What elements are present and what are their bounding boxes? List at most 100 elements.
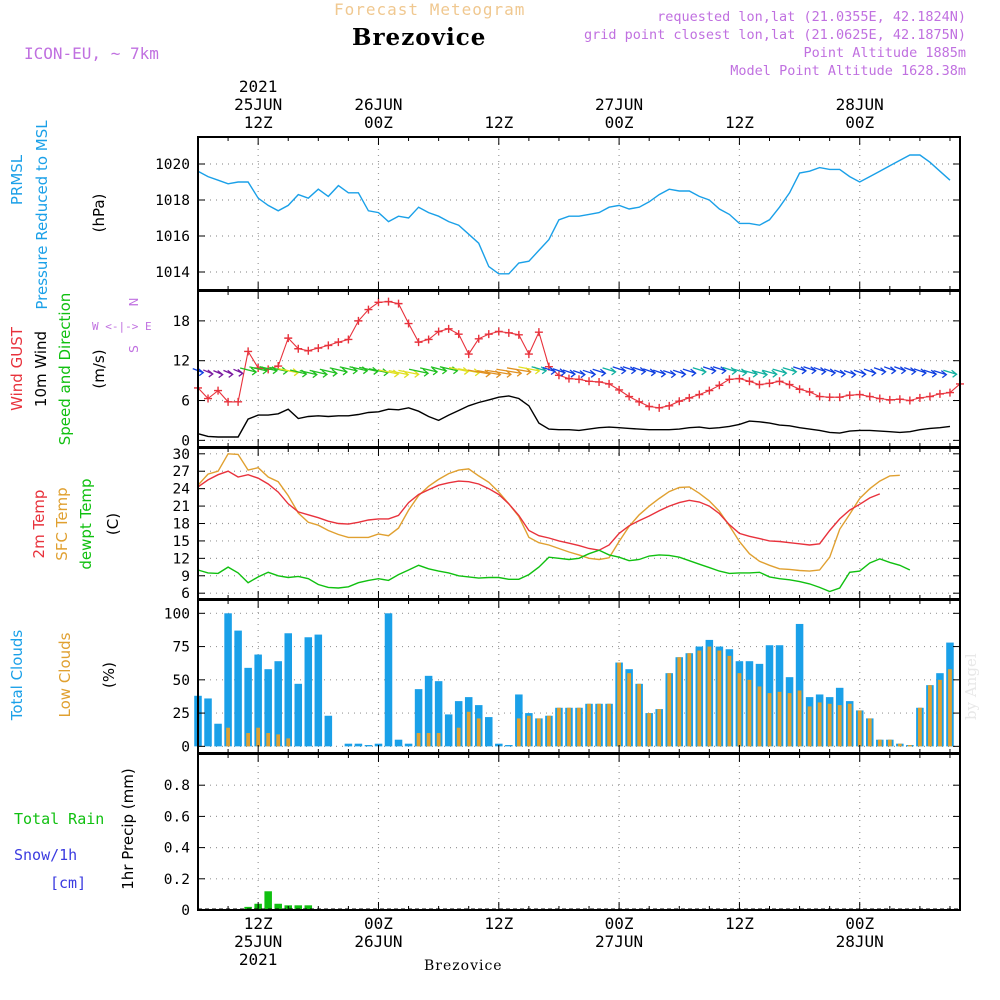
y-tick-label: 0 [181,903,190,919]
low-cloud-bar [516,718,521,747]
wind-gust-marker [564,374,573,383]
low-cloud-bar [246,733,251,747]
wind-direction-arrow [398,369,420,378]
wind-frame [197,290,961,448]
compass-north: N [127,298,141,307]
wind-gust-marker [695,390,704,399]
pressure-label-long: Pressure Reduced to MSL [33,120,51,310]
snow-label: Snow/1h [14,846,77,864]
wind-speed-direction-label: Speed and Direction [56,293,74,446]
y-tick-label: 25 [173,706,190,722]
wind-gust-marker [745,377,754,386]
wind-gust-marker [805,387,814,396]
low-cloud-bar [557,707,561,747]
total-cloud-bar [324,715,333,747]
wind-gust-marker [374,298,383,307]
t2m-label: 2m Temp [30,490,48,559]
bottom-time-label: 00Z [845,914,874,933]
wind-gust-marker [504,328,513,337]
wind-gust-marker [595,377,604,386]
low-cloud-bar [426,733,431,747]
wind-gust-marker [204,394,213,403]
y-tick-label: 24 [173,482,191,498]
wind-10m-label: 10m Wind [32,331,50,407]
low-cloud-bar [928,685,932,747]
wind-direction-arrow [772,368,788,377]
pressure-line [197,154,951,275]
wind-gust-marker [785,380,794,389]
low-cloud-bar [667,673,672,747]
wind-gust-marker [434,327,443,336]
wind-direction-arrow [496,368,523,377]
wind-gust-marker [384,297,393,306]
bottom-time-label: 00Z [364,914,393,933]
wind-gust-marker [404,319,413,328]
wind-direction-arrow [873,367,887,376]
low-cloud-bar [847,703,852,747]
wind-direction-arrow [329,367,349,376]
low-cloud-bar [807,706,812,747]
wind-gust-marker [364,305,373,314]
total-cloud-bar [795,623,804,747]
wind-direction-arrow [642,368,657,377]
wind-gust-marker [394,299,403,308]
wind-gust-marker [274,362,283,371]
wind-gust-marker [444,324,453,333]
low-cloud-bar [537,718,541,747]
wind-gust-marker [925,392,934,401]
wind-direction-arrow [793,366,808,375]
wind-direction-arrow [612,366,627,375]
total-cloud-bar [394,739,403,747]
y-tick-label: 1018 [155,193,190,209]
wind-direction-arrow [278,368,300,377]
wind-gust-marker [344,335,353,344]
wind-gust-marker [534,328,543,337]
wind-direction-arrow [883,366,897,375]
model-label: ICON-EU, ~ 7km [24,44,159,63]
wind-gust-marker [915,393,924,402]
wind-gust-marker [514,330,523,339]
dewpt-label: dewpt Temp [77,478,95,569]
wind-gust-marker [665,401,674,410]
pressure-label: PRMSL [8,154,26,205]
wind-gust-marker [224,397,233,406]
wind-direction-arrow [582,369,597,378]
wind-gust-marker [815,392,824,401]
model-altitude: Model Point Altitude 1628.38m [730,63,966,79]
wind-gust-marker [685,393,694,402]
low-cloud-bar [677,657,682,747]
top-time-label: 2021 [239,77,278,96]
low-cloud-bar [226,727,230,747]
low-cloud-bar [637,683,642,747]
y-tick-label: 50 [173,673,190,689]
low-cloud-bar [476,718,481,747]
wind-direction-arrow [223,369,234,378]
t2m-temp-line [197,470,881,551]
total-cloud-bar [444,714,453,747]
wind-direction-arrow [702,366,717,375]
low-cloud-bar [907,745,912,747]
low-cloud-bar [687,653,692,747]
wind-gust-marker [304,346,313,355]
bottom-time-label: 26JUN [354,932,402,951]
low-cloud-bar [727,655,732,747]
total-cloud-bar [244,667,252,747]
wind-gust-marker [575,375,583,384]
low-cloud-bar [577,707,581,747]
wind-gust-marker [625,392,634,401]
wind-direction-arrow [904,366,917,376]
low-cloud-bar [617,662,621,747]
low-cloud-bar [657,709,662,747]
low-cloud-bar [787,693,792,747]
rain-bar [244,906,252,910]
wind-gust-label: Wind GUST [8,326,26,411]
compass-west-east: W <-|-> E [92,320,152,333]
wind-direction-arrow [378,369,400,378]
wind-gust-marker [524,350,533,359]
y-tick-label: 18 [173,517,190,533]
low-cloud-bar [526,715,531,747]
wind-direction-arrow [682,368,697,377]
wind-gust-marker [885,395,894,404]
wind-gust-marker [294,344,303,353]
